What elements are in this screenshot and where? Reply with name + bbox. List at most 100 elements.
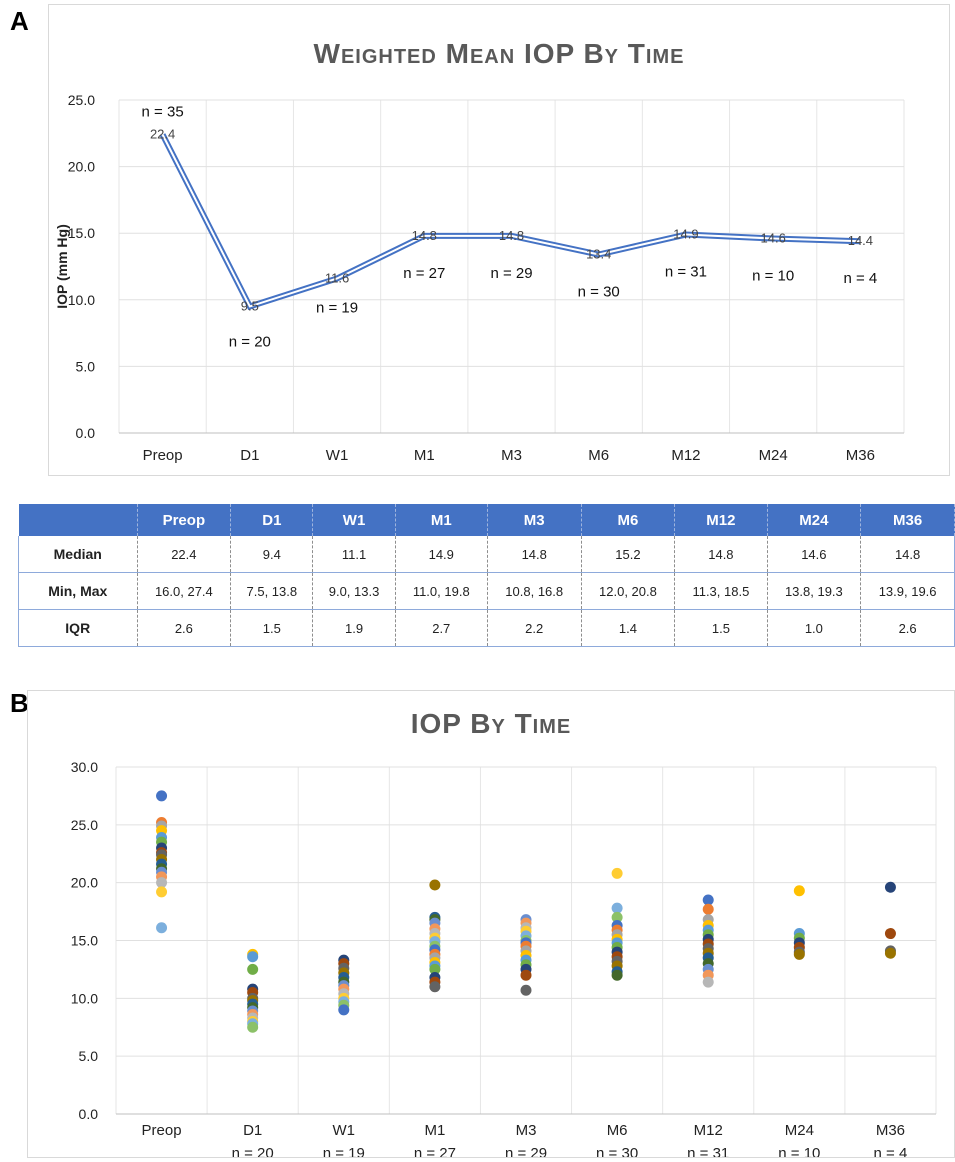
table-header-cell: D1 (230, 504, 314, 536)
data-point (702, 976, 714, 988)
table-header-cell: M6 (581, 504, 676, 536)
y-tick-label: 5.0 (79, 1048, 99, 1064)
y-axis-label: IOP (mm Hg) (54, 224, 70, 309)
table-cell: 11.0, 19.8 (395, 572, 488, 610)
table-cell: 1.5 (674, 609, 768, 647)
table-header-row: Preop D1 W1 M1 M3 M6 M12 M24 M36 (18, 504, 955, 536)
data-point (884, 928, 896, 940)
x-tick-label: M36 (876, 1122, 905, 1139)
table-body: Median 22.4 9.4 11.1 14.9 14.8 15.2 14.8 14.6 14.… (18, 536, 955, 647)
x-tick-label: M24 (785, 1122, 814, 1139)
table-cell: 2.6 (860, 609, 955, 647)
n-label: n = 20 (232, 1145, 274, 1157)
y-tick-label: 10.0 (71, 990, 98, 1006)
data-point (702, 894, 714, 906)
y-tick-label: 0.0 (79, 1106, 99, 1122)
data-point (520, 969, 532, 981)
table-cell: 9.0, 13.3 (312, 572, 396, 610)
x-tick-label: M6 (607, 1122, 628, 1139)
x-tick-label: M1 (424, 1122, 445, 1139)
table-cell: 7.5, 13.8 (230, 572, 314, 610)
data-point (702, 903, 714, 915)
table-header-cell: M24 (767, 504, 862, 536)
table-header-cell: M12 (674, 504, 768, 536)
data-point (884, 881, 896, 893)
y-tick-label: 20.0 (71, 875, 98, 891)
data-point (793, 885, 805, 897)
data-point (611, 867, 623, 879)
n-label: n = 19 (316, 299, 358, 316)
table-cell: 14.8 (860, 536, 955, 573)
table-header-cell: W1 (312, 504, 396, 536)
n-label: n = 10 (778, 1145, 820, 1157)
n-label: n = 27 (403, 265, 445, 282)
n-label: n = 31 (665, 264, 707, 281)
table-cell: 2.6 (137, 609, 232, 647)
data-point (156, 790, 168, 802)
data-point (429, 963, 441, 975)
y-tick-label: 0.0 (76, 425, 96, 441)
table-row: Min, Max 16.0, 27.4 7.5, 13.8 9.0, 13.3 11.0… (18, 572, 955, 610)
n-label: n = 4 (874, 1145, 908, 1157)
data-point (156, 922, 168, 934)
table-cell: 2.2 (487, 609, 582, 647)
table-cell: 1.5 (230, 609, 314, 647)
data-point (338, 1004, 350, 1016)
x-tick-label: D1 (240, 447, 259, 464)
data-point (520, 984, 532, 996)
iop-stats-table: Preop D1 W1 M1 M3 M6 M12 M24 M36 Median 22.4 9.4 11… (18, 504, 955, 647)
table-row-label: Median (18, 536, 138, 573)
data-point (247, 963, 259, 975)
table-cell: 14.6 (767, 536, 862, 573)
n-label: n = 30 (578, 284, 620, 301)
data-label: 14.8 (499, 228, 524, 243)
table-cell: 13.9, 19.6 (860, 572, 955, 610)
n-label: n = 31 (687, 1145, 729, 1157)
table-row: IQR 2.6 1.5 1.9 2.7 2.2 1.4 1.5 1.0 2.6 (18, 609, 955, 647)
table-cell: 16.0, 27.4 (137, 572, 232, 610)
chart-title: IOP By Time (411, 708, 572, 739)
table-cell: 11.1 (312, 536, 396, 573)
panel-label-b: B (10, 688, 29, 718)
table-cell: 1.0 (767, 609, 862, 647)
data-point (611, 911, 623, 923)
table-row-label: IQR (18, 609, 138, 647)
data-label: 13.4 (586, 247, 611, 262)
n-label: n = 27 (414, 1145, 456, 1157)
table-cell: 14.8 (674, 536, 768, 573)
y-tick-label: 15.0 (68, 225, 95, 241)
data-point (429, 981, 441, 993)
y-tick-label: 20.0 (68, 159, 95, 175)
x-tick-label: M12 (694, 1122, 723, 1139)
table-cell: 10.8, 16.8 (487, 572, 582, 610)
weighted-mean-chart-svg: Weighted Mean IOP By Time IOP (mm Hg) 0.0 5… (54, 38, 905, 464)
data-point (156, 877, 168, 889)
data-label: 22.4 (150, 127, 175, 142)
table-cell: 15.2 (581, 536, 676, 573)
n-label: n = 35 (142, 104, 184, 121)
n-label: n = 10 (752, 268, 794, 285)
x-tick-label: M3 (501, 447, 522, 464)
table-header-corner (18, 504, 138, 536)
data-label: 14.8 (412, 228, 437, 243)
data-point (429, 879, 441, 891)
x-tick-label: M36 (846, 447, 875, 464)
table-row-label: Min, Max (18, 572, 138, 610)
x-tick-label: M12 (671, 447, 700, 464)
data-label: 14.9 (673, 227, 698, 242)
data-point (247, 951, 259, 963)
table-header-cell: M3 (487, 504, 582, 536)
table-cell: 12.0, 20.8 (581, 572, 676, 610)
series-line-inner (161, 134, 861, 308)
chart-title: Weighted Mean IOP By Time (314, 38, 685, 69)
n-label: n = 30 (596, 1145, 638, 1157)
data-point (611, 969, 623, 981)
x-tick-label: W1 (326, 447, 349, 464)
data-point (611, 902, 623, 914)
y-tick-label: 15.0 (71, 933, 98, 949)
weighted-mean-chart: Weighted Mean IOP By Time IOP (mm Hg) 0.0 5… (48, 4, 950, 476)
x-tick-label: D1 (243, 1122, 262, 1139)
data-point (156, 886, 168, 898)
table-cell: 2.7 (395, 609, 488, 647)
